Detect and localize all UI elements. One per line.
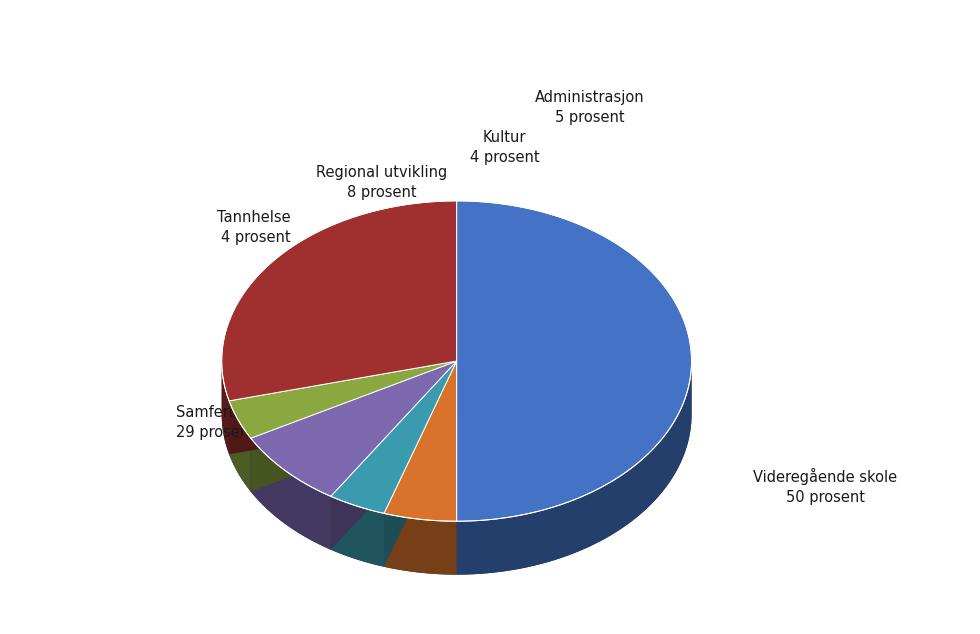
Polygon shape: [384, 361, 457, 567]
Text: Administrasjon
5 prosent: Administrasjon 5 prosent: [535, 90, 645, 125]
Polygon shape: [330, 496, 384, 567]
Polygon shape: [229, 361, 457, 438]
Polygon shape: [384, 361, 457, 567]
Polygon shape: [221, 361, 229, 455]
Polygon shape: [330, 361, 457, 550]
Polygon shape: [229, 361, 457, 455]
Polygon shape: [330, 361, 457, 514]
Polygon shape: [384, 361, 457, 521]
Text: Regional utvikling
8 prosent: Regional utvikling 8 prosent: [317, 165, 448, 200]
Polygon shape: [384, 514, 457, 574]
Polygon shape: [457, 201, 692, 521]
Text: Videregående skole
50 prosent: Videregående skole 50 prosent: [753, 468, 897, 505]
Polygon shape: [229, 361, 457, 455]
Polygon shape: [457, 362, 692, 574]
Polygon shape: [251, 438, 330, 550]
Polygon shape: [221, 201, 457, 401]
Polygon shape: [221, 361, 692, 574]
Text: Samferdsel
29 prosent: Samferdsel 29 prosent: [176, 405, 259, 440]
Polygon shape: [251, 361, 457, 491]
Text: Kultur
4 prosent: Kultur 4 prosent: [469, 130, 540, 165]
Polygon shape: [330, 361, 457, 550]
Polygon shape: [229, 401, 251, 491]
Text: Tannhelse
4 prosent: Tannhelse 4 prosent: [218, 210, 291, 245]
Polygon shape: [251, 361, 457, 496]
Polygon shape: [251, 361, 457, 491]
